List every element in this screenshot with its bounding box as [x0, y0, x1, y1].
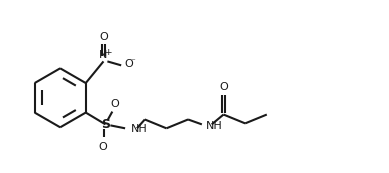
Text: O: O — [124, 59, 133, 69]
Text: +: + — [103, 48, 111, 57]
Text: O: O — [98, 142, 107, 152]
Text: O: O — [99, 32, 108, 42]
Text: NH: NH — [131, 124, 148, 134]
Text: N: N — [99, 50, 108, 60]
Text: O: O — [219, 82, 228, 92]
Text: ⁻: ⁻ — [131, 57, 135, 66]
Text: S: S — [101, 118, 110, 131]
Text: NH: NH — [206, 121, 223, 131]
Text: O: O — [110, 99, 119, 109]
